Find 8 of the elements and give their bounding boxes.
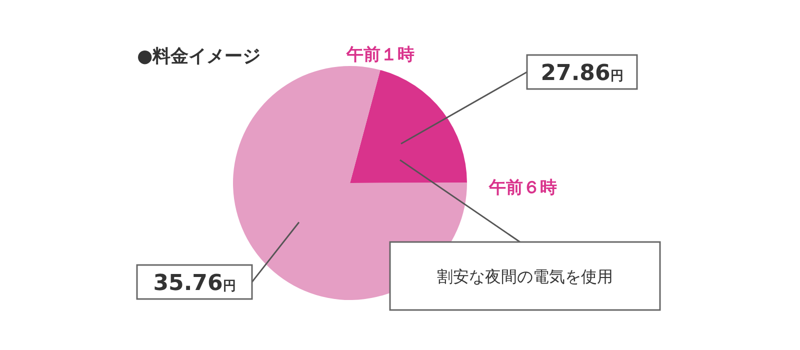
chart-title: ●料金イメージ — [137, 46, 261, 67]
text: 割安な夜間の電気を使用 — [437, 267, 613, 286]
text: 27.86円 — [540, 61, 624, 86]
text: 35.76円 — [153, 271, 236, 296]
pie-slice — [233, 66, 467, 300]
pie-slice — [350, 70, 467, 183]
text: 午前６時 — [488, 178, 557, 198]
text: 午前１時 — [345, 45, 414, 65]
